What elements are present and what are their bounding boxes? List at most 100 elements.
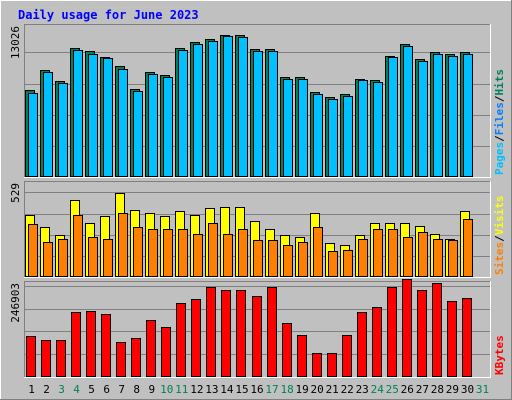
bar-visits-sites-day-12 bbox=[193, 234, 203, 277]
bar-visits-sites-day-29 bbox=[448, 240, 458, 277]
day-label-30: 30 bbox=[461, 383, 474, 396]
legend-item-hits: Hits bbox=[493, 69, 506, 96]
bar-hits-files-day-6 bbox=[103, 58, 113, 177]
bar-visits-sites-day-21 bbox=[328, 251, 338, 277]
legend-visits: Sites/Visits bbox=[493, 196, 506, 276]
bar-hits-files-day-29 bbox=[448, 56, 458, 177]
legend-hits: Pages/Files/Hits bbox=[493, 69, 506, 175]
legend-item-visits: Visits bbox=[493, 196, 506, 236]
day-label-15: 15 bbox=[235, 383, 248, 396]
bar-visits-sites-day-16 bbox=[253, 240, 263, 277]
bar-kbytes-kbytes-day-1 bbox=[26, 336, 36, 377]
legend-separator: / bbox=[493, 135, 506, 142]
bar-kbytes-kbytes-day-13 bbox=[206, 287, 216, 377]
axis-max-label-hits: 13026 bbox=[9, 26, 22, 59]
bar-visits-sites-day-10 bbox=[163, 229, 173, 277]
day-label-25: 25 bbox=[386, 383, 399, 396]
day-label-9: 9 bbox=[148, 383, 155, 396]
bar-visits-sites-day-20 bbox=[313, 227, 323, 277]
day-label-24: 24 bbox=[371, 383, 385, 396]
legend-item-files: Files bbox=[493, 102, 506, 135]
bar-visits-sites-day-5 bbox=[88, 237, 98, 277]
bar-hits-files-day-4 bbox=[73, 50, 83, 177]
bar-hits-files-day-25 bbox=[388, 57, 398, 177]
legend-kbytes: KBytes bbox=[493, 335, 506, 375]
day-label-22: 22 bbox=[341, 383, 354, 396]
bar-visits-sites-day-7 bbox=[118, 213, 128, 277]
bar-kbytes-kbytes-day-18 bbox=[282, 323, 292, 377]
bar-hits-files-day-10 bbox=[163, 77, 173, 177]
bar-kbytes-kbytes-day-3 bbox=[56, 340, 66, 377]
bar-visits-sites-day-4 bbox=[73, 215, 83, 277]
bar-hits-files-day-23 bbox=[358, 80, 368, 177]
bar-hits-files-day-15 bbox=[238, 37, 248, 177]
bar-kbytes-kbytes-day-2 bbox=[41, 340, 51, 377]
bar-kbytes-kbytes-day-4 bbox=[71, 312, 81, 377]
bar-kbytes-kbytes-day-25 bbox=[387, 287, 397, 377]
day-label-3: 3 bbox=[58, 383, 65, 396]
day-label-4: 4 bbox=[73, 383, 80, 396]
day-label-17: 17 bbox=[265, 383, 278, 396]
bar-kbytes-kbytes-day-8 bbox=[131, 338, 141, 377]
bar-hits-files-day-14 bbox=[223, 36, 233, 177]
day-label-19: 19 bbox=[295, 383, 308, 396]
day-label-29: 29 bbox=[446, 383, 459, 396]
bar-kbytes-kbytes-day-11 bbox=[176, 303, 186, 377]
day-label-21: 21 bbox=[326, 383, 339, 396]
bar-hits-files-day-17 bbox=[268, 51, 278, 177]
bar-hits-files-day-28 bbox=[433, 54, 443, 177]
bar-visits-sites-day-11 bbox=[178, 229, 188, 277]
bar-visits-sites-day-30 bbox=[463, 219, 473, 277]
bar-kbytes-kbytes-day-30 bbox=[462, 298, 472, 377]
bar-hits-files-day-12 bbox=[193, 44, 203, 177]
bar-visits-sites-day-6 bbox=[103, 239, 113, 277]
bar-hits-files-day-16 bbox=[253, 51, 263, 177]
bar-kbytes-kbytes-day-19 bbox=[297, 335, 307, 377]
day-label-8: 8 bbox=[133, 383, 140, 396]
day-label-2: 2 bbox=[43, 383, 50, 396]
bar-visits-sites-day-13 bbox=[208, 223, 218, 277]
bar-kbytes-kbytes-day-5 bbox=[86, 311, 96, 377]
bar-hits-files-day-30 bbox=[463, 54, 473, 177]
bar-hits-files-day-13 bbox=[208, 41, 218, 177]
legend-separator: / bbox=[493, 95, 506, 102]
day-label-28: 28 bbox=[431, 383, 444, 396]
day-label-12: 12 bbox=[190, 383, 203, 396]
bar-kbytes-kbytes-day-9 bbox=[146, 320, 156, 377]
day-label-31: 31 bbox=[476, 383, 489, 396]
bar-hits-files-day-9 bbox=[148, 74, 158, 177]
day-label-26: 26 bbox=[401, 383, 414, 396]
axis-max-label-kbytes: 246903 bbox=[9, 283, 22, 323]
bar-visits-sites-day-3 bbox=[58, 239, 68, 277]
bar-kbytes-kbytes-day-10 bbox=[161, 327, 171, 377]
bar-visits-sites-day-28 bbox=[433, 239, 443, 277]
bar-hits-files-day-24 bbox=[373, 82, 383, 177]
bar-hits-files-day-19 bbox=[298, 79, 308, 177]
bar-visits-sites-day-26 bbox=[403, 237, 413, 277]
bar-visits-sites-day-19 bbox=[298, 242, 308, 277]
day-label-16: 16 bbox=[250, 383, 263, 396]
legend-item-sites: Sites bbox=[493, 242, 506, 275]
bar-kbytes-kbytes-day-22 bbox=[342, 335, 352, 377]
day-label-23: 23 bbox=[356, 383, 369, 396]
bar-kbytes-kbytes-day-28 bbox=[432, 283, 442, 377]
bar-visits-sites-day-14 bbox=[223, 234, 233, 277]
bar-visits-sites-day-24 bbox=[373, 229, 383, 277]
bar-visits-sites-day-23 bbox=[358, 239, 368, 277]
panel-kbytes: 246903 KBytes bbox=[9, 279, 506, 378]
panel-hits: 13026 Pages/Files/Hits bbox=[9, 24, 506, 178]
bar-hits-files-day-3 bbox=[58, 83, 68, 177]
bar-visits-sites-day-8 bbox=[133, 227, 143, 277]
bar-hits-files-day-11 bbox=[178, 50, 188, 177]
bar-visits-sites-day-18 bbox=[283, 245, 293, 277]
bar-hits-files-day-1 bbox=[28, 93, 38, 177]
legend-item-kbytes: KBytes bbox=[493, 335, 506, 375]
day-label-7: 7 bbox=[118, 383, 125, 396]
bar-kbytes-kbytes-day-24 bbox=[372, 307, 382, 377]
day-label-5: 5 bbox=[88, 383, 95, 396]
bar-kbytes-kbytes-day-23 bbox=[357, 312, 367, 377]
bar-kbytes-kbytes-day-15 bbox=[236, 290, 246, 377]
day-axis-labels: 1 2 3 4 5 6 7 8 9 10 11 12 13 14 15 16 17 18 19 20 21 22 23 24 2… bbox=[28, 383, 489, 396]
